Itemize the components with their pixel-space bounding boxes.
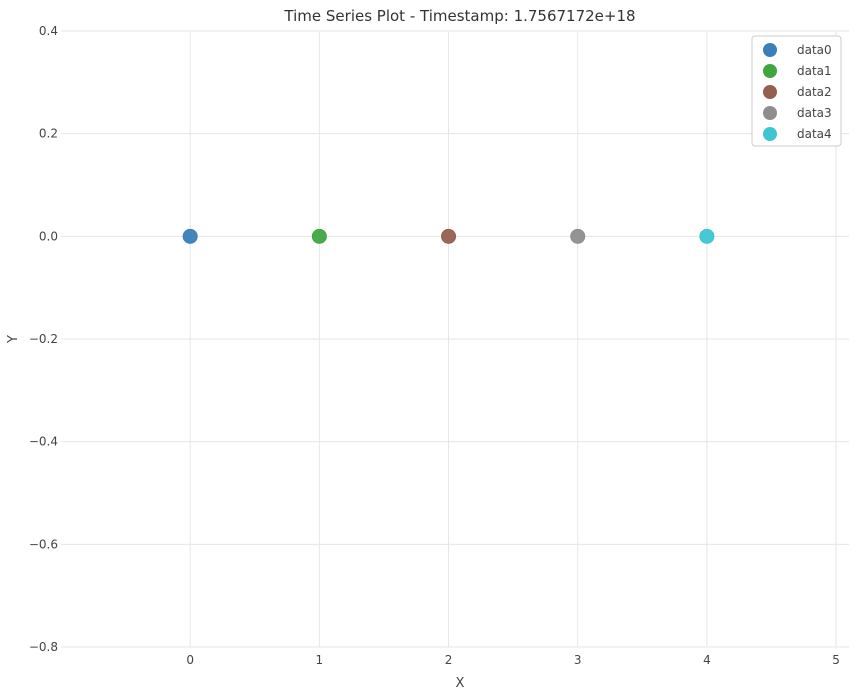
legend-label-data2: data2	[797, 85, 832, 99]
y-tick-label: 0.4	[39, 24, 58, 38]
legend-label-data1: data1	[797, 64, 832, 78]
legend-marker-data2	[763, 85, 777, 99]
x-tick-label: 5	[832, 653, 840, 667]
legend-marker-data3	[763, 106, 777, 120]
legend-marker-data0	[763, 43, 777, 57]
x-axis-label: X	[456, 676, 465, 691]
x-tick-label: 3	[574, 653, 582, 667]
data-point-data1	[311, 228, 327, 244]
data-point-data3	[570, 228, 586, 244]
legend-marker-data1	[763, 64, 777, 78]
data-points	[182, 228, 715, 244]
legend-marker-data4	[763, 127, 777, 141]
legend: data0 data1 data2 data3 data4	[751, 35, 842, 147]
x-tick-label: 1	[316, 653, 324, 667]
grid-lines	[61, 30, 849, 648]
legend-label-data0: data0	[797, 43, 832, 57]
x-tick-label: 2	[445, 653, 453, 667]
legend-label-data4: data4	[797, 127, 832, 141]
legend-label-data3: data3	[797, 106, 832, 120]
y-axis-ticks: 0.4 0.2 0.0 −0.2 −0.4 −0.6 −0.8	[29, 24, 58, 654]
y-axis-label: Y	[6, 335, 21, 344]
y-tick-label: −0.6	[29, 537, 58, 551]
y-tick-label: −0.8	[29, 640, 58, 654]
x-tick-label: 0	[186, 653, 194, 667]
y-tick-label: −0.2	[29, 332, 58, 346]
chart-title: Time Series Plot - Timestamp: 1.7567172e…	[283, 7, 635, 25]
y-tick-label: 0.0	[39, 229, 58, 243]
x-axis-ticks: 0 1 2 3 4 5	[186, 653, 840, 667]
x-tick-label: 4	[703, 653, 711, 667]
data-point-data4	[699, 228, 715, 244]
data-point-data2	[441, 228, 457, 244]
y-tick-label: −0.4	[29, 435, 58, 449]
data-point-data0	[182, 228, 198, 244]
y-tick-label: 0.2	[39, 127, 58, 141]
